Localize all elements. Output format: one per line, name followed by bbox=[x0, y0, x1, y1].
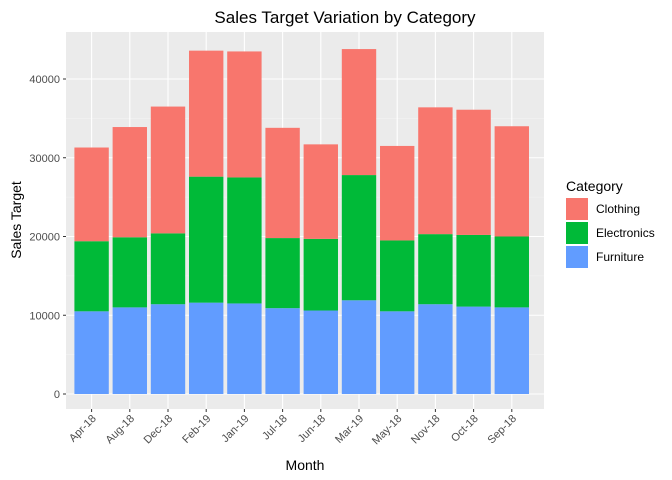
bar-electronics-oct-18 bbox=[456, 235, 490, 307]
bar-clothing-mar-19 bbox=[342, 49, 376, 175]
legend-title: Category bbox=[566, 178, 623, 194]
bar-furniture-dec-18 bbox=[151, 304, 185, 394]
legend-label-clothing: Clothing bbox=[596, 202, 640, 216]
bar-electronics-may-18 bbox=[380, 240, 414, 311]
bar-furniture-mar-19 bbox=[342, 300, 376, 394]
x-axis-title: Month bbox=[286, 457, 325, 473]
x-axis: Apr-18 Aug-18 Dec-18 Feb-19 Jan-19 Jul-18 Jun-… bbox=[67, 409, 519, 447]
bar-electronics-jun-18 bbox=[304, 239, 338, 311]
bar-furniture-nov-18 bbox=[418, 304, 452, 394]
bar-electronics-apr-18 bbox=[74, 241, 108, 311]
x-tick-label: Sep-18 bbox=[485, 413, 519, 447]
bar-furniture-oct-18 bbox=[456, 307, 490, 394]
x-tick-label: Jul-18 bbox=[260, 413, 290, 443]
y-tick-label: 0 bbox=[54, 389, 60, 401]
bar-furniture-jul-18 bbox=[265, 308, 299, 394]
bar-furniture-jun-18 bbox=[304, 311, 338, 394]
bar-clothing-jun-18 bbox=[304, 144, 338, 239]
y-tick-label: 30000 bbox=[29, 153, 60, 165]
bar-electronics-nov-18 bbox=[418, 234, 452, 304]
y-axis-title: Sales Target bbox=[8, 181, 24, 259]
bar-furniture-sep-18 bbox=[495, 307, 529, 394]
bar-clothing-feb-19 bbox=[189, 51, 223, 177]
bar-electronics-feb-19 bbox=[189, 177, 223, 303]
bar-clothing-may-18 bbox=[380, 146, 414, 241]
x-tick-label: Aug-18 bbox=[103, 413, 137, 447]
bar-clothing-sep-18 bbox=[495, 126, 529, 236]
chart-title: Sales Target Variation by Category bbox=[214, 8, 476, 27]
x-tick-label: Jan-19 bbox=[219, 413, 251, 445]
x-tick-label: Feb-19 bbox=[180, 413, 213, 446]
bar-furniture-feb-19 bbox=[189, 303, 223, 394]
legend-key-clothing bbox=[566, 198, 588, 220]
y-tick-label: 10000 bbox=[29, 310, 60, 322]
bar-electronics-jan-19 bbox=[227, 177, 261, 303]
bar-furniture-may-18 bbox=[380, 311, 414, 394]
bar-electronics-dec-18 bbox=[151, 233, 185, 304]
x-tick-label: Apr-18 bbox=[67, 413, 99, 445]
bar-electronics-aug-18 bbox=[113, 237, 147, 307]
bar-clothing-apr-18 bbox=[74, 148, 108, 242]
legend-label-furniture: Furniture bbox=[596, 250, 644, 264]
legend-label-electronics: Electronics bbox=[596, 226, 655, 240]
bar-clothing-jul-18 bbox=[265, 128, 299, 238]
bar-furniture-apr-18 bbox=[74, 311, 108, 394]
x-tick-label: May-18 bbox=[370, 413, 404, 447]
x-tick-label: Nov-18 bbox=[409, 413, 443, 447]
legend-key-electronics bbox=[566, 222, 588, 244]
bar-clothing-aug-18 bbox=[113, 127, 147, 237]
bar-clothing-oct-18 bbox=[456, 110, 490, 235]
x-tick-label: Oct-18 bbox=[449, 413, 481, 445]
bar-furniture-jan-19 bbox=[227, 303, 261, 394]
y-axis: 0 10000 20000 30000 40000 bbox=[29, 74, 66, 401]
bar-clothing-dec-18 bbox=[151, 107, 185, 234]
x-tick-label: Dec-18 bbox=[142, 413, 176, 447]
y-tick-label: 20000 bbox=[29, 232, 60, 244]
x-tick-label: Jun-18 bbox=[296, 413, 328, 445]
y-tick-label: 40000 bbox=[29, 74, 60, 86]
bar-clothing-jan-19 bbox=[227, 51, 261, 177]
bar-furniture-aug-18 bbox=[113, 307, 147, 394]
bar-electronics-mar-19 bbox=[342, 175, 376, 300]
bar-electronics-jul-18 bbox=[265, 238, 299, 308]
legend-key-furniture bbox=[566, 246, 588, 268]
legend: Category Clothing Electronics Furniture bbox=[566, 178, 655, 268]
bar-electronics-sep-18 bbox=[495, 237, 529, 308]
x-tick-label: Mar-19 bbox=[333, 413, 366, 446]
bar-clothing-nov-18 bbox=[418, 107, 452, 234]
